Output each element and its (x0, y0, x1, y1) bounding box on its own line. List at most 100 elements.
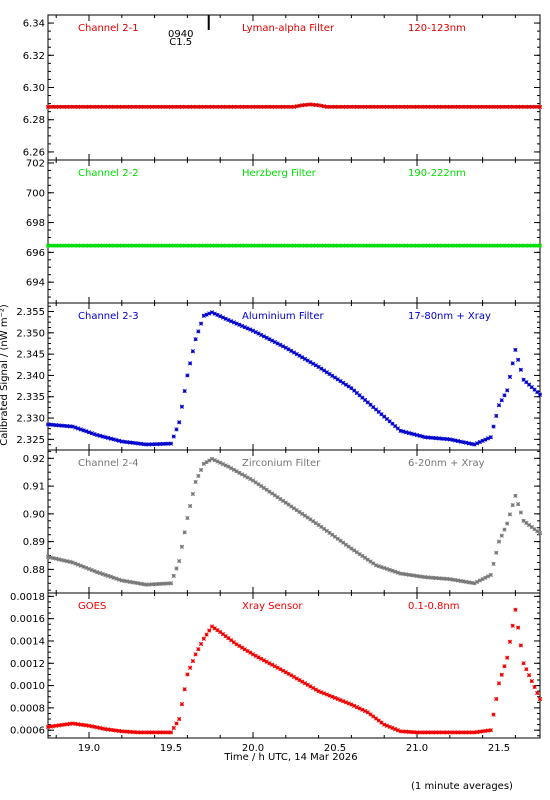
data-point (280, 668, 286, 673)
data-point (54, 423, 59, 428)
data-point (81, 243, 86, 248)
data-point (116, 577, 122, 582)
data-point (472, 442, 477, 447)
filter-label: Aluminium Filter (242, 311, 325, 322)
data-point (532, 387, 537, 392)
data-point (450, 104, 455, 109)
data-point (461, 243, 466, 248)
data-point (218, 314, 223, 319)
data-point (267, 661, 272, 666)
data-point (475, 104, 480, 109)
data-point (535, 243, 540, 248)
data-point (193, 652, 198, 657)
data-point (335, 377, 340, 382)
data-point (305, 358, 310, 363)
data-point (272, 104, 277, 109)
data-point (453, 104, 458, 109)
data-point (73, 243, 78, 248)
data-point (434, 730, 439, 735)
data-point (253, 480, 258, 485)
data-series (45, 102, 543, 109)
data-point (95, 432, 100, 438)
data-point (472, 730, 477, 735)
data-point (521, 104, 526, 109)
panel-4: 0.88 0.89 0.90 0.91 0.92 Channel 2-4 Zirconium… (23, 449, 543, 594)
data-point (434, 436, 439, 441)
data-point (149, 243, 154, 248)
data-point (215, 459, 220, 464)
data-point (346, 701, 351, 706)
data-point (130, 580, 135, 585)
data-point (324, 528, 329, 533)
data-point (420, 243, 425, 248)
data-point (95, 243, 100, 248)
data-point (171, 725, 176, 731)
data-point (319, 103, 324, 108)
data-point (78, 104, 83, 109)
data-point (223, 316, 228, 321)
data-point (108, 574, 113, 579)
data-point (360, 104, 365, 109)
data-point (513, 493, 518, 498)
data-point (267, 489, 272, 494)
data-point (204, 312, 209, 317)
data-point (111, 437, 116, 442)
filter-label: Herzberg Filter (242, 168, 317, 179)
data-point (330, 532, 335, 537)
data-point (379, 564, 384, 570)
data-point (458, 730, 463, 735)
data-point (393, 423, 398, 429)
data-series (45, 310, 543, 447)
data-point (226, 636, 231, 641)
data-point (387, 104, 392, 109)
data-point (338, 104, 343, 109)
data-point (532, 527, 537, 532)
data-point (215, 104, 220, 109)
data-point (275, 341, 280, 346)
data-point (316, 364, 321, 370)
data-point (209, 104, 215, 109)
data-point (185, 104, 190, 109)
data-point (338, 378, 343, 384)
data-point (133, 580, 138, 585)
data-point (250, 328, 256, 333)
data-point (398, 729, 403, 734)
data-point (155, 441, 160, 447)
data-point (297, 677, 302, 683)
data-point (444, 436, 450, 442)
data-point (62, 722, 67, 727)
data-point (406, 572, 411, 577)
data-point (420, 104, 425, 109)
data-point (475, 243, 480, 248)
y-tick-label: 6.30 (23, 83, 45, 94)
data-point (354, 390, 359, 396)
data-point (376, 104, 381, 109)
data-point (311, 243, 316, 248)
data-point (103, 104, 108, 109)
data-point (204, 104, 209, 109)
data-point (483, 728, 488, 734)
data-point (537, 531, 543, 536)
flare-marker-time: 0940 (168, 29, 193, 40)
band-label: 6-20nm + Xray (408, 458, 485, 469)
data-point (291, 674, 297, 680)
data-point (414, 432, 420, 438)
data-point (125, 104, 130, 109)
data-point (193, 104, 198, 109)
data-point (62, 423, 67, 428)
data-point (516, 357, 521, 362)
data-point (357, 552, 362, 557)
data-point (384, 416, 390, 422)
data-point (431, 243, 436, 248)
data-point (136, 581, 141, 586)
data-point (488, 104, 493, 109)
data-point (455, 730, 461, 735)
data-point (97, 570, 103, 576)
data-point (414, 573, 420, 579)
data-point (442, 730, 447, 735)
data-point (106, 573, 111, 578)
data-point (491, 561, 496, 566)
data-point (278, 496, 283, 502)
data-point (204, 632, 209, 637)
data-point (475, 441, 480, 446)
